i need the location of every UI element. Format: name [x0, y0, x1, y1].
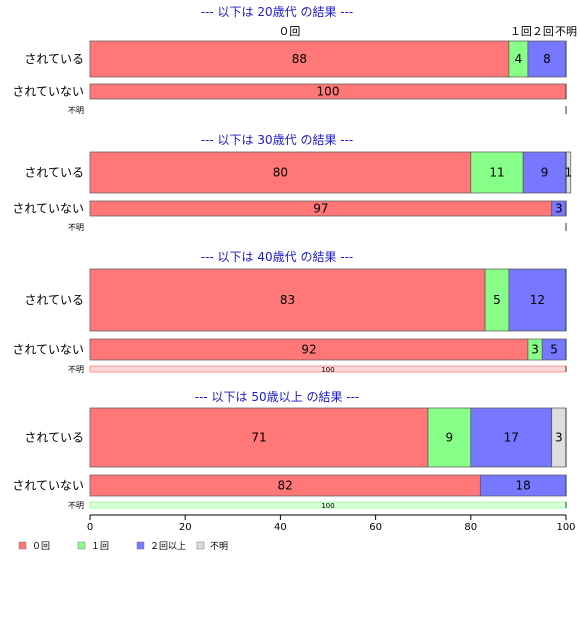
bar-segment	[89, 268, 486, 332]
bar-segment	[470, 407, 553, 468]
row-label: 不明	[68, 501, 84, 510]
data-label: 18	[516, 479, 531, 493]
panel-title: --- 以下は 20歳代 の結果 ---	[201, 5, 354, 19]
row-label: 不明	[68, 223, 84, 232]
bar-segment	[427, 407, 472, 468]
top-category-label: 不明	[555, 25, 577, 38]
data-label: 3	[555, 431, 563, 445]
panel-title: --- 以下は 50歳以上 の結果 ---	[195, 390, 360, 404]
top-category-label: ０回	[278, 25, 300, 38]
data-label: 80	[273, 166, 288, 180]
panel-title: --- 以下は 40歳代 の結果 ---	[201, 250, 354, 264]
bar-segment	[89, 151, 472, 194]
data-label: 100	[321, 502, 334, 510]
legend-swatch	[196, 541, 205, 550]
row-label: されている	[24, 166, 84, 180]
data-label: 100	[321, 366, 334, 374]
data-label: 9	[446, 431, 454, 445]
data-label: 71	[251, 431, 266, 445]
x-tick-label: 100	[556, 522, 575, 533]
row-label: されていない	[12, 85, 84, 99]
x-tick-label: 0	[87, 522, 93, 533]
row-label: されている	[24, 431, 84, 445]
legend-swatch	[18, 541, 27, 550]
x-tick-label: 40	[274, 522, 287, 533]
panel-title: --- 以下は 30歳代 の結果 ---	[201, 133, 354, 147]
bar-segment	[508, 268, 567, 332]
bar-segment	[527, 40, 567, 78]
data-label: 3	[555, 202, 563, 216]
row-label: 不明	[68, 106, 84, 115]
data-label: 4	[515, 52, 523, 66]
legend-label: 不明	[210, 541, 228, 552]
data-label: 17	[504, 431, 519, 445]
bar-segment	[470, 151, 524, 194]
x-tick-label: 80	[464, 522, 477, 533]
data-label: 1	[565, 166, 573, 180]
bar-segment	[522, 151, 567, 194]
x-tick-label: 60	[369, 522, 382, 533]
legend-label: ０回	[32, 541, 50, 552]
legend-label: ２回以上	[150, 541, 186, 552]
data-label: 5	[493, 293, 501, 307]
data-label: 5	[550, 343, 558, 357]
row-label: されている	[24, 293, 84, 307]
row-label: 不明	[68, 365, 84, 374]
data-label: 100	[317, 85, 340, 99]
top-category-label: １回	[510, 25, 532, 38]
row-label: されていない	[12, 479, 84, 493]
data-label: 3	[531, 343, 539, 357]
legend-swatch	[136, 541, 145, 550]
row-label: されていない	[12, 343, 84, 357]
data-label: 11	[489, 166, 504, 180]
data-label: 88	[292, 52, 307, 66]
row-label: されていない	[12, 202, 84, 216]
data-label: 92	[301, 343, 316, 357]
legend-label: １回	[91, 541, 109, 552]
bar-segment	[89, 407, 429, 468]
data-label: 9	[541, 166, 549, 180]
legend-swatch	[77, 541, 86, 550]
top-category-label: ２回	[532, 25, 554, 38]
data-label: 12	[530, 293, 545, 307]
data-label: 83	[280, 293, 295, 307]
row-label: されている	[24, 52, 84, 66]
bar-segment	[89, 40, 510, 78]
data-label: 8	[543, 52, 551, 66]
x-tick-label: 20	[179, 522, 192, 533]
data-label: 97	[313, 202, 328, 216]
data-label: 82	[278, 479, 293, 493]
